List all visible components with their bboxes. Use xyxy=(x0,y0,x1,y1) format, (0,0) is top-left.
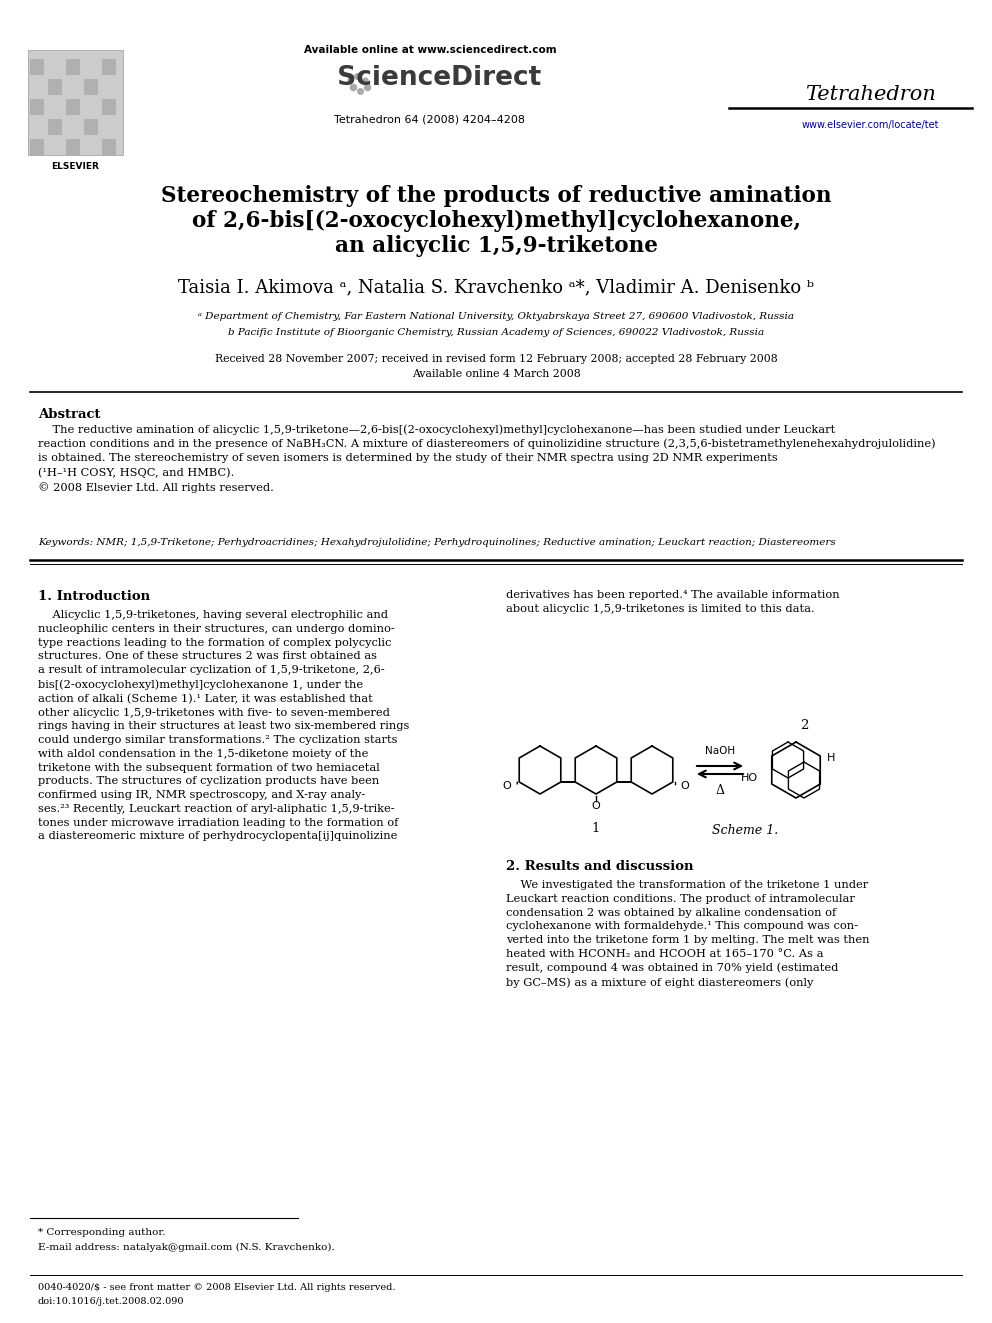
Text: www.elsevier.com/locate/tet: www.elsevier.com/locate/tet xyxy=(802,120,938,130)
Bar xyxy=(84,119,98,135)
Text: Stereochemistry of the products of reductive amination: Stereochemistry of the products of reduc… xyxy=(161,185,831,206)
Text: HO: HO xyxy=(741,773,758,783)
Bar xyxy=(66,139,80,155)
Text: NaOH: NaOH xyxy=(705,746,735,755)
Text: 2. Results and discussion: 2. Results and discussion xyxy=(506,860,693,873)
Text: Taisia I. Akimova ᵃ, Natalia S. Kravchenko ᵃ*, Vladimir A. Denisenko ᵇ: Taisia I. Akimova ᵃ, Natalia S. Kravchen… xyxy=(178,278,814,296)
Bar xyxy=(66,60,80,75)
Text: O: O xyxy=(681,781,689,791)
Text: We investigated the transformation of the triketone 1 under
Leuckart reaction co: We investigated the transformation of th… xyxy=(506,880,870,988)
Bar xyxy=(102,99,116,115)
Text: E-mail address: natalyak@gmail.com (N.S. Kravchenko).: E-mail address: natalyak@gmail.com (N.S.… xyxy=(38,1244,334,1252)
Bar xyxy=(66,99,80,115)
Text: Abstract: Abstract xyxy=(38,407,100,421)
Bar xyxy=(30,139,44,155)
Bar xyxy=(28,50,123,155)
Bar xyxy=(30,60,44,75)
Bar xyxy=(48,119,62,135)
Text: 1: 1 xyxy=(592,822,600,835)
Bar xyxy=(102,139,116,155)
Text: The reductive amination of alicyclic 1,5,9-triketone—2,6-bis[(2-oxocyclohexyl)me: The reductive amination of alicyclic 1,5… xyxy=(38,423,935,493)
Bar xyxy=(48,79,62,95)
Text: H: H xyxy=(827,753,835,763)
Text: Scheme 1.: Scheme 1. xyxy=(712,824,778,837)
Text: Received 28 November 2007; received in revised form 12 February 2008; accepted 2: Received 28 November 2007; received in r… xyxy=(214,355,778,364)
Bar xyxy=(84,79,98,95)
Text: O: O xyxy=(503,781,512,791)
Text: an alicyclic 1,5,9-triketone: an alicyclic 1,5,9-triketone xyxy=(334,235,658,257)
Text: 0040-4020/$ - see front matter © 2008 Elsevier Ltd. All rights reserved.: 0040-4020/$ - see front matter © 2008 El… xyxy=(38,1283,396,1293)
Text: ELSEVIER: ELSEVIER xyxy=(51,161,99,171)
Text: Available online 4 March 2008: Available online 4 March 2008 xyxy=(412,369,580,378)
Text: Alicyclic 1,5,9-triketones, having several electrophilic and
nucleophilic center: Alicyclic 1,5,9-triketones, having sever… xyxy=(38,610,410,841)
Text: Available online at www.sciencedirect.com: Available online at www.sciencedirect.co… xyxy=(304,45,557,56)
Text: Δ: Δ xyxy=(715,785,724,796)
Bar xyxy=(102,60,116,75)
Text: of 2,6-bis[(2-oxocyclohexyl)methyl]cyclohexanone,: of 2,6-bis[(2-oxocyclohexyl)methyl]cyclo… xyxy=(191,210,801,232)
Text: Keywords: NMR; 1,5,9-Triketone; Perhydroacridines; Hexahydrojulolidine; Perhydro: Keywords: NMR; 1,5,9-Triketone; Perhydro… xyxy=(38,538,835,546)
Text: Tetrahedron 64 (2008) 4204–4208: Tetrahedron 64 (2008) 4204–4208 xyxy=(334,115,526,124)
Text: ᵃ Department of Chemistry, Far Eastern National University, Oktyabrskaya Street : ᵃ Department of Chemistry, Far Eastern N… xyxy=(198,312,794,321)
Text: 2: 2 xyxy=(800,718,808,732)
Text: Tetrahedron: Tetrahedron xyxy=(805,85,935,105)
Text: ScienceDirect: ScienceDirect xyxy=(318,65,541,91)
Text: derivatives has been reported.⁴ The available information
about alicyclic 1,5,9-: derivatives has been reported.⁴ The avai… xyxy=(506,590,839,614)
Bar xyxy=(30,99,44,115)
Text: * Corresponding author.: * Corresponding author. xyxy=(38,1228,166,1237)
Text: O: O xyxy=(591,800,600,811)
Text: b Pacific Institute of Bioorganic Chemistry, Russian Academy of Sciences, 690022: b Pacific Institute of Bioorganic Chemis… xyxy=(228,328,764,337)
Text: 1. Introduction: 1. Introduction xyxy=(38,590,150,603)
Text: doi:10.1016/j.tet.2008.02.090: doi:10.1016/j.tet.2008.02.090 xyxy=(38,1297,185,1306)
